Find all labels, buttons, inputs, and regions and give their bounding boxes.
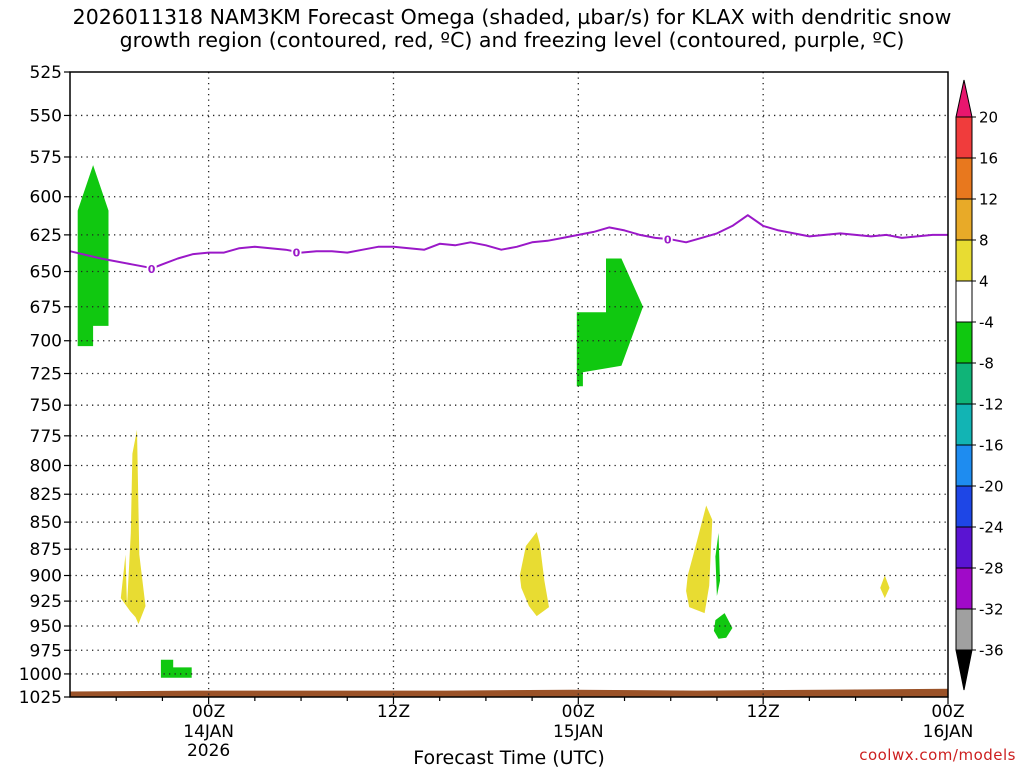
y-tick-label-775: 775 bbox=[30, 427, 62, 447]
freezing-level-label-bg-0 bbox=[146, 261, 157, 276]
y-tick-label-900: 900 bbox=[30, 567, 62, 587]
colorbar-box-3 bbox=[955, 239, 973, 282]
colorbar-triangle-bottom bbox=[955, 649, 973, 691]
x-tick-date-30: 15JAN bbox=[553, 722, 604, 742]
y-tick-label-925: 925 bbox=[30, 592, 62, 612]
y-tick-label-625: 625 bbox=[30, 226, 62, 246]
colorbar-box-9 bbox=[955, 485, 973, 528]
x-tick-date-6: 14JAN bbox=[183, 722, 234, 742]
x-tick-label-6: 00Z bbox=[192, 702, 225, 722]
y-tick-label-950: 950 bbox=[30, 617, 62, 637]
colorbar-box-10 bbox=[955, 526, 973, 569]
x-tick-label-18: 12Z bbox=[377, 702, 410, 722]
chart-title: 2026011318 NAM3KM Forecast Omega (shaded… bbox=[0, 6, 1024, 52]
freezing-level-label-2: 0 bbox=[664, 234, 672, 247]
omega-region-5 bbox=[686, 505, 713, 614]
freezing-level-label-bg-2 bbox=[662, 232, 673, 247]
colorbar-label--32: -32 bbox=[979, 601, 1004, 619]
colorbar-triangle-top bbox=[955, 79, 973, 118]
colorbar-label--36: -36 bbox=[979, 642, 1004, 660]
colorbar-box-0 bbox=[955, 116, 973, 159]
omega-region-8 bbox=[880, 575, 890, 599]
colorbar-box-8 bbox=[955, 444, 973, 487]
colorbar-label--12: -12 bbox=[979, 396, 1004, 414]
colorbar-label--8: -8 bbox=[979, 355, 994, 373]
y-tick-label-600: 600 bbox=[30, 188, 62, 208]
colorbar-label--16: -16 bbox=[979, 437, 1004, 455]
plot-area bbox=[70, 72, 948, 697]
colorbar-label-12: 12 bbox=[979, 191, 998, 209]
freezing-level-line bbox=[69, 214, 948, 270]
omega-region-3 bbox=[576, 258, 643, 387]
y-tick-label-975: 975 bbox=[30, 641, 62, 661]
colorbar-label-16: 16 bbox=[979, 150, 998, 168]
colorbar-label-8: 8 bbox=[979, 232, 989, 250]
y-tick-label-750: 750 bbox=[30, 396, 62, 416]
plot-frame bbox=[69, 71, 949, 698]
omega-region-6 bbox=[715, 533, 720, 596]
x-tick-year-6: 2026 bbox=[187, 741, 230, 761]
y-tick-label-1025: 1025 bbox=[19, 688, 62, 708]
colorbar-box-11 bbox=[955, 567, 973, 610]
ground-terrain bbox=[70, 688, 948, 697]
colorbar-label--20: -20 bbox=[979, 478, 1004, 496]
y-tick-label-525: 525 bbox=[30, 63, 62, 83]
colorbar-box-2 bbox=[955, 198, 973, 241]
y-tick-label-800: 800 bbox=[30, 456, 62, 476]
colorbar-label--24: -24 bbox=[979, 519, 1004, 537]
omega-region-7 bbox=[713, 613, 733, 639]
x-axis-label: Forecast Time (UTC) bbox=[413, 747, 604, 768]
chart-title-line-1: 2026011318 NAM3KM Forecast Omega (shaded… bbox=[72, 5, 952, 29]
omega-region-4 bbox=[519, 532, 549, 617]
y-tick-label-650: 650 bbox=[30, 263, 62, 283]
x-tick-label-54: 00Z bbox=[931, 702, 964, 722]
footer-credit: coolwx.com/models bbox=[859, 746, 1016, 764]
omega-region-1 bbox=[120, 429, 146, 624]
omega-region-2 bbox=[160, 659, 192, 678]
y-tick-label-700: 700 bbox=[30, 332, 62, 352]
x-tick-label-42: 12Z bbox=[747, 702, 780, 722]
y-tick-label-1000: 1000 bbox=[19, 665, 62, 685]
colorbar-label--28: -28 bbox=[979, 560, 1004, 578]
colorbar-box-4 bbox=[955, 280, 973, 323]
y-tick-label-850: 850 bbox=[30, 513, 62, 533]
y-tick-label-725: 725 bbox=[30, 365, 62, 385]
freezing-level-label-bg-1 bbox=[291, 244, 302, 259]
freezing-level-label-0: 0 bbox=[148, 263, 156, 276]
colorbar-box-7 bbox=[955, 403, 973, 446]
y-tick-label-550: 550 bbox=[30, 106, 62, 126]
colorbar-label-20: 20 bbox=[979, 109, 998, 127]
colorbar-box-12 bbox=[955, 608, 973, 651]
colorbar-box-5 bbox=[955, 321, 973, 364]
chart-title-line-2: growth region (contoured, red, ºC) and f… bbox=[119, 28, 905, 52]
colorbar-label-4: 4 bbox=[979, 273, 989, 291]
y-tick-label-825: 825 bbox=[30, 485, 62, 505]
colorbar-box-1 bbox=[955, 157, 973, 200]
omega-region-0 bbox=[77, 165, 109, 347]
colorbar-box-6 bbox=[955, 362, 973, 405]
y-tick-label-675: 675 bbox=[30, 298, 62, 318]
freezing-level-label-1: 0 bbox=[293, 246, 301, 259]
y-tick-label-575: 575 bbox=[30, 148, 62, 168]
x-tick-label-30: 00Z bbox=[562, 702, 595, 722]
colorbar-label--4: -4 bbox=[979, 314, 994, 332]
x-tick-date-54: 16JAN bbox=[923, 722, 974, 742]
y-tick-label-875: 875 bbox=[30, 540, 62, 560]
